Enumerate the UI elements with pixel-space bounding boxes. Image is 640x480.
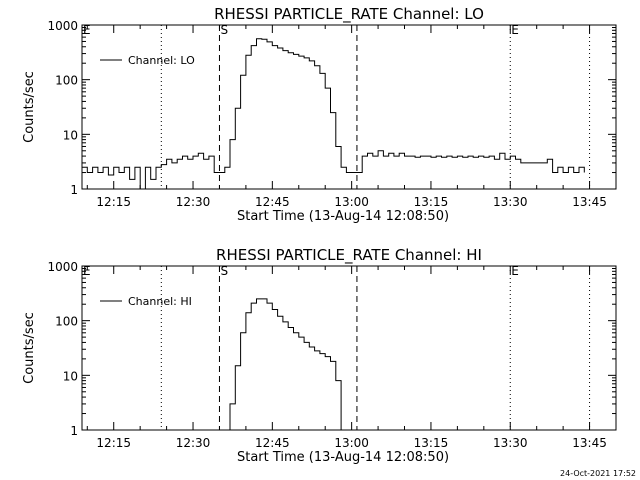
y-tick-label: 100 bbox=[55, 315, 78, 329]
chart-panel-1: RHESSI PARTICLE_RATE Channel: LO Counts/s… bbox=[22, 5, 617, 224]
x-axis-label: Start Time (13-Aug-14 12:08:50) bbox=[237, 450, 449, 465]
legend-label: Channel: HI bbox=[128, 295, 192, 308]
x-tick-label: 12:45 bbox=[255, 195, 290, 209]
chart-title: RHESSI PARTICLE_RATE Channel: HI bbox=[216, 246, 482, 265]
x-tick-label: 12:15 bbox=[96, 195, 131, 209]
x-tick-label: 13:30 bbox=[493, 195, 528, 209]
time-marker-label: E bbox=[83, 264, 91, 278]
legend-label: Channel: LO bbox=[128, 54, 195, 67]
x-tick-label: 13:15 bbox=[414, 195, 449, 209]
x-tick-label: 13:00 bbox=[334, 195, 369, 209]
x-tick-label: 13:00 bbox=[334, 436, 369, 450]
time-marker-label: S bbox=[220, 264, 228, 278]
chart-title: RHESSI PARTICLE_RATE Channel: LO bbox=[214, 5, 484, 24]
x-tick-label: 12:45 bbox=[255, 436, 290, 450]
chart-panel-2: RHESSI PARTICLE_RATE Channel: HI Counts/s… bbox=[22, 246, 617, 465]
time-marker-label: E bbox=[511, 264, 519, 278]
y-axis-label: Counts/sec bbox=[22, 312, 37, 384]
y-tick-label: 100 bbox=[55, 74, 78, 88]
y-tick-label: 10 bbox=[63, 369, 78, 383]
y-tick-label: 10 bbox=[63, 128, 78, 142]
series-line bbox=[224, 298, 342, 431]
x-tick-label: 13:45 bbox=[572, 436, 607, 450]
time-marker-label: S bbox=[220, 23, 228, 37]
time-marker-label: E bbox=[83, 23, 91, 37]
generation-timestamp: 24-Oct-2021 17:52 bbox=[560, 469, 636, 478]
plot-frame bbox=[81, 24, 617, 190]
x-tick-label: 13:15 bbox=[414, 436, 449, 450]
y-tick-label: 1 bbox=[70, 424, 78, 438]
y-axis-label: Counts/sec bbox=[22, 71, 37, 143]
plot-frame bbox=[81, 265, 617, 431]
x-axis-label: Start Time (13-Aug-14 12:08:50) bbox=[237, 209, 449, 224]
x-tick-label: 12:30 bbox=[176, 436, 211, 450]
y-tick-label: 1 bbox=[70, 183, 78, 197]
series-line bbox=[82, 38, 585, 190]
time-marker-label: E bbox=[511, 23, 519, 37]
x-tick-label: 13:45 bbox=[572, 195, 607, 209]
x-tick-label: 12:30 bbox=[176, 195, 211, 209]
x-tick-label: 12:15 bbox=[96, 436, 131, 450]
y-tick-label: 1000 bbox=[47, 260, 78, 274]
x-tick-label: 13:30 bbox=[493, 436, 528, 450]
y-tick-label: 1000 bbox=[47, 19, 78, 33]
